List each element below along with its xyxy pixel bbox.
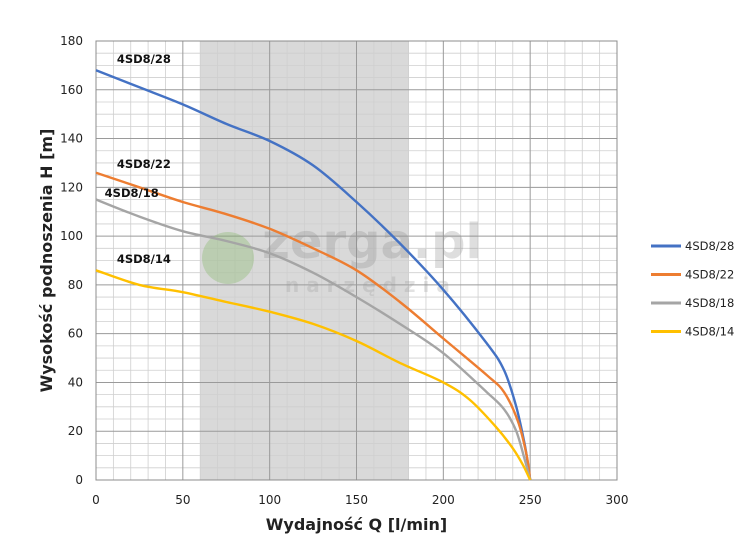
x-tick-label: 0 bbox=[92, 493, 100, 507]
series-labels: 4SD8/28 4SD8/22 4SD8/18 4SD8/14 bbox=[105, 52, 171, 266]
x-tick-label: 200 bbox=[432, 493, 455, 507]
y-tick-label: 100 bbox=[60, 229, 83, 243]
y-tick-label: 40 bbox=[68, 375, 83, 389]
y-tick-label: 180 bbox=[60, 34, 83, 48]
series-line-4sd8-14 bbox=[95, 269, 532, 481]
x-tick-label: 50 bbox=[175, 493, 190, 507]
y-tick-label: 140 bbox=[60, 132, 83, 146]
series-line-4sd8-18 bbox=[95, 198, 532, 481]
series-label-4sd8-18: 4SD8/18 bbox=[105, 186, 159, 200]
y-tick-label: 160 bbox=[60, 83, 83, 97]
series-line-4sd8-28 bbox=[95, 69, 532, 481]
y-tick-label: 20 bbox=[68, 424, 83, 438]
y-tick-label: 80 bbox=[68, 278, 83, 292]
y-axis-title: Wysokość podnoszenia H [m] bbox=[37, 129, 56, 393]
x-tick-label: 150 bbox=[345, 493, 368, 507]
y-tick-label: 120 bbox=[60, 180, 83, 194]
legend-label-4sd8-28: 4SD8/28 bbox=[685, 239, 734, 253]
watermark-brand-text: zerga.pl bbox=[262, 214, 482, 270]
x-axis-title: Wydajność Q [l/min] bbox=[266, 515, 447, 534]
y-tick-label: 60 bbox=[68, 327, 83, 341]
y-tick-label: 0 bbox=[75, 473, 83, 487]
series-label-4sd8-22: 4SD8/22 bbox=[117, 157, 171, 171]
series-label-4sd8-14: 4SD8/14 bbox=[117, 252, 171, 266]
x-tick-label: 100 bbox=[258, 493, 281, 507]
series-label-4sd8-28: 4SD8/28 bbox=[117, 52, 171, 66]
series-line-4sd8-22 bbox=[95, 171, 532, 481]
plot-border bbox=[95, 40, 618, 481]
series-lines bbox=[95, 69, 532, 481]
x-tick-label: 250 bbox=[519, 493, 542, 507]
legend-label-4sd8-22: 4SD8/22 bbox=[685, 268, 734, 282]
legend-label-4sd8-18: 4SD8/18 bbox=[685, 296, 734, 310]
y-tick-labels: 0 20 40 60 80 100 120 140 160 180 bbox=[60, 34, 83, 487]
x-tick-label: 300 bbox=[606, 493, 629, 507]
x-tick-labels: 0 50 100 150 200 250 300 bbox=[92, 493, 628, 507]
legend: 4SD8/28 4SD8/22 4SD8/18 4SD8/14 bbox=[651, 239, 734, 339]
legend-label-4sd8-14: 4SD8/14 bbox=[685, 325, 734, 339]
watermark-leaf-icon bbox=[202, 232, 254, 284]
major-gridlines bbox=[95, 40, 618, 481]
